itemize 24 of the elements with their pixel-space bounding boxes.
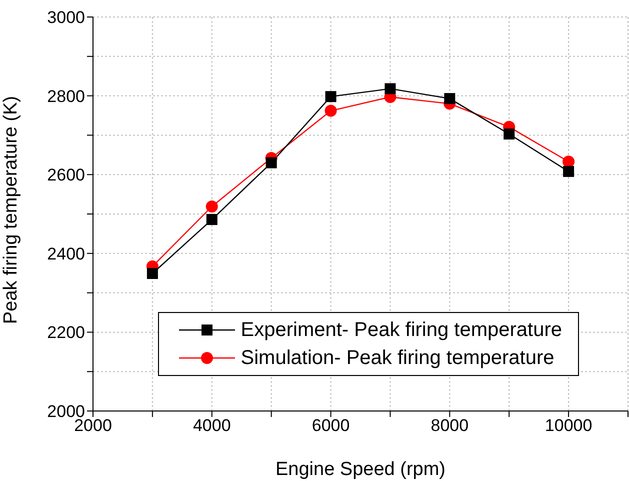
x-tick-label: 4000 [192,416,231,436]
legend-label: Simulation- Peak firing temperature [240,346,554,371]
x-axis-title: Engine Speed (rpm) [275,459,446,480]
y-tick-label: 3000 [47,8,85,28]
y-tick-label: 2400 [47,244,85,264]
x-tick-label: 2000 [74,416,112,436]
point [146,268,158,279]
point [444,93,456,104]
point [266,157,277,168]
x-tick-label: 6000 [312,416,350,436]
point [324,104,337,117]
y-axis-title: Peak firing temperature (K) [0,96,22,324]
point [384,83,396,94]
point [504,128,515,140]
point [325,91,336,102]
y-tick-label: 2800 [47,86,85,106]
y-tick-label: 2600 [47,166,85,185]
point [206,214,218,226]
x-tick-label: 10000 [544,416,592,436]
y-tick-label: 2200 [47,323,85,342]
legend-label: Experiment- Peak firing temperature [240,318,562,343]
x-tick-label: 8000 [430,416,469,436]
point [563,166,574,177]
point [206,200,218,213]
